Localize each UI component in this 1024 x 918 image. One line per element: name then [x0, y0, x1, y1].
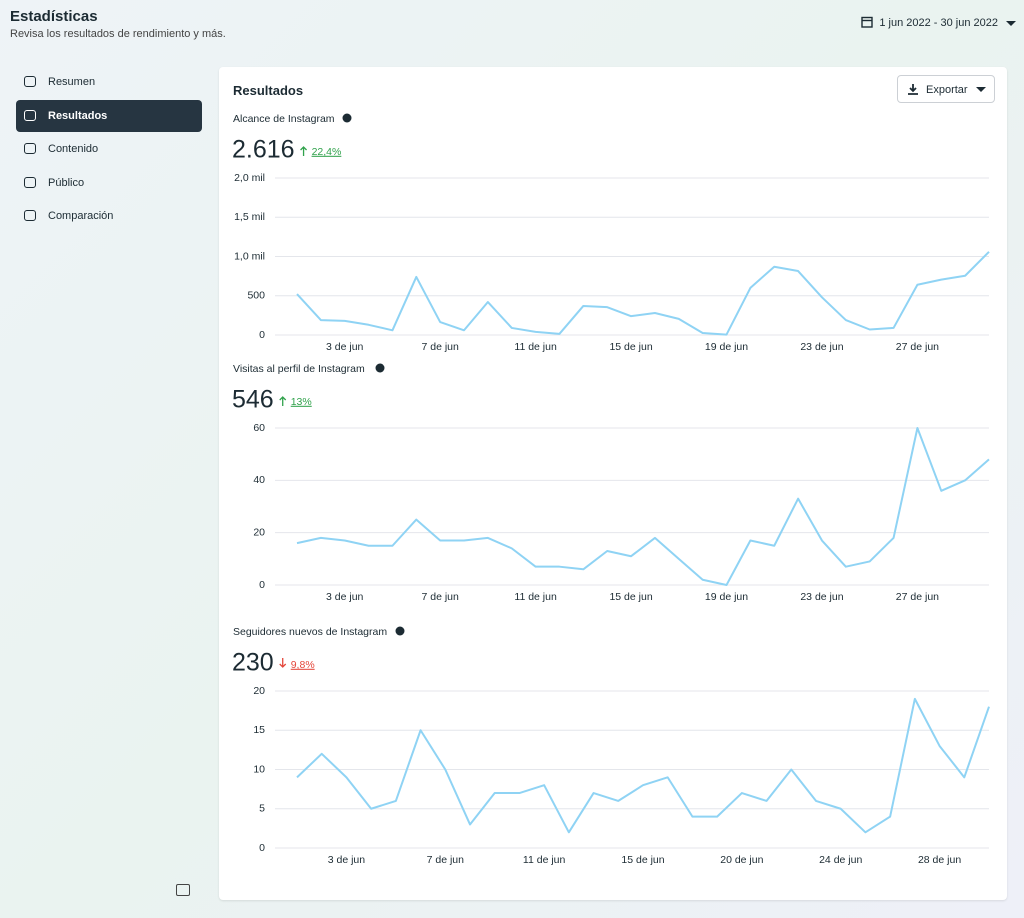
sidebar: Resumen Resultados Contenido Público Compara… — [16, 66, 202, 234]
x-tick-label: 11 de jun — [514, 341, 557, 353]
results-panel: Resultados Exportar — [219, 67, 1007, 900]
x-tick-label: 19 de jun — [705, 591, 748, 603]
nav-icon — [24, 109, 36, 121]
x-tick-label: 20 de jun — [720, 854, 763, 866]
y-tick-label: 0 — [259, 579, 265, 591]
export-label: Exportar — [926, 84, 968, 96]
x-tick-label: 15 de jun — [609, 341, 652, 353]
y-tick-label: 40 — [253, 474, 265, 486]
change: 9,8% — [291, 659, 315, 671]
x-tick-label: 11 de jun — [523, 854, 566, 866]
x-tick-label: 3 de jun — [326, 591, 364, 603]
x-tick-label: 19 de jun — [705, 341, 748, 353]
download-icon — [908, 84, 918, 95]
nav-label: Comparación — [48, 210, 114, 222]
x-tick-label: 24 de jun — [819, 854, 862, 866]
y-tick-label: 1,5 mil — [234, 211, 265, 223]
y-tick-label: 500 — [247, 290, 265, 302]
panel-title: Resultados — [233, 83, 304, 98]
export-button[interactable]: Exportar — [897, 75, 995, 103]
nav-label: Público — [48, 176, 85, 189]
line-series — [296, 251, 990, 336]
nav-item[interactable]: Comparación — [16, 200, 202, 232]
date-range[interactable]: 1 jun 2022 - 30 jun 2022 — [861, 16, 1016, 29]
chart-title: Alcance de Instagram — [233, 113, 335, 125]
x-tick-label: 27 de jun — [896, 341, 939, 353]
trend-arrow — [300, 146, 308, 156]
nav-icon — [24, 176, 36, 188]
chart-title: Visitas al perfil de Instagram — [233, 363, 365, 375]
x-tick-label: 3 de jun — [326, 341, 364, 353]
x-tick-label: 7 de jun — [421, 341, 459, 353]
line-series — [296, 427, 990, 586]
date-range-text: 1 jun 2022 - 30 jun 2022 — [879, 17, 998, 29]
nav-label: Resumen — [48, 76, 96, 88]
y-tick-label: 0 — [259, 842, 265, 854]
x-tick-label: 3 de jun — [328, 854, 366, 866]
change: 22,4% — [312, 146, 342, 158]
nav-item[interactable]: Resumen — [16, 66, 202, 98]
x-tick-label: 28 de jun — [918, 854, 961, 866]
info-icon — [342, 113, 352, 123]
nav-item[interactable]: Resultados — [16, 99, 202, 132]
x-tick-label: 7 de jun — [427, 854, 465, 866]
nav-label: Resultados — [48, 109, 108, 122]
total: 546 — [232, 386, 274, 414]
y-tick-label: 0 — [259, 329, 265, 341]
x-tick-label: 11 de jun — [514, 591, 557, 603]
y-tick-label: 60 — [253, 422, 265, 434]
calendar-icon — [861, 16, 874, 28]
x-tick-label: 7 de jun — [421, 591, 459, 603]
change: 13% — [291, 396, 312, 408]
y-tick-label: 20 — [253, 526, 265, 538]
total: 230 — [232, 649, 274, 677]
total: 2.616 — [232, 136, 295, 164]
y-tick-label: 10 — [253, 763, 265, 775]
nav-icon — [24, 210, 36, 221]
x-tick-label: 15 de jun — [609, 591, 652, 603]
nav-label: Contenido — [48, 143, 99, 155]
x-tick-label: 15 de jun — [621, 854, 664, 866]
x-tick-label: 27 de jun — [896, 591, 939, 603]
page-subtitle: Revisa los resultados de rendimiento y m… — [10, 28, 226, 40]
y-tick-label: 1,0 mil — [234, 250, 265, 262]
info-icon — [375, 363, 385, 373]
page-title: Estadísticas — [10, 8, 98, 25]
y-tick-label: 15 — [253, 724, 265, 736]
x-tick-label: 23 de jun — [800, 341, 843, 353]
nav-item[interactable]: Público — [16, 167, 202, 199]
collapse-button[interactable] — [176, 884, 190, 896]
info-icon — [395, 626, 405, 636]
chart-title: Seguidores nuevos de Instagram — [233, 626, 387, 638]
nav-item[interactable]: Contenido — [16, 133, 202, 165]
x-tick-label: 23 de jun — [800, 591, 843, 603]
y-tick-label: 20 — [253, 685, 265, 697]
nav-icon — [24, 76, 36, 87]
y-tick-label: 2,0 mil — [234, 172, 265, 184]
trend-arrow — [279, 396, 287, 406]
y-tick-label: 5 — [259, 803, 265, 815]
nav-icon — [24, 143, 36, 154]
trend-arrow — [279, 658, 287, 668]
line-series — [296, 697, 990, 834]
